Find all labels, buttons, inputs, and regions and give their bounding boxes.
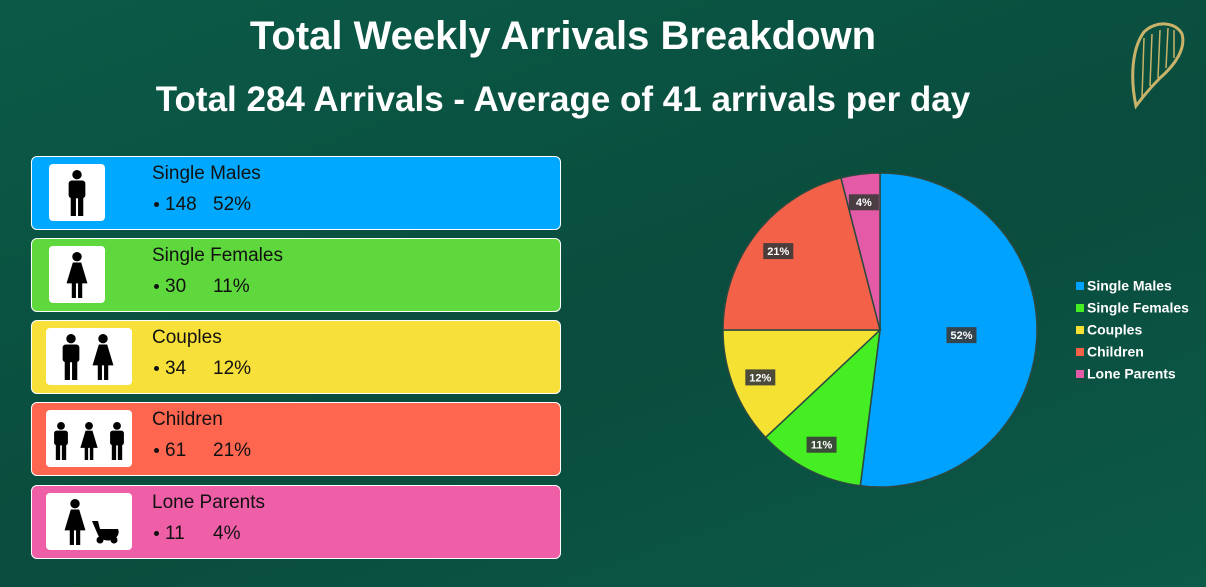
legend-label: Single Females <box>1087 300 1189 316</box>
data-label-box <box>745 369 776 386</box>
card-percent: 4% <box>213 523 241 544</box>
legend-label: Couples <box>1087 322 1142 338</box>
pie-slice <box>764 328 882 487</box>
card-stats: 148 52% <box>154 194 251 216</box>
card-stats: 30 11% <box>154 276 250 298</box>
card-couples: Couples 34 12% <box>31 320 561 394</box>
icon <box>49 246 105 303</box>
data-label: 52% <box>950 330 972 342</box>
card-label: Children <box>152 409 223 430</box>
card-label: Couples <box>152 327 222 348</box>
legend-swatch <box>1076 348 1084 356</box>
legend-label: Lone Parents <box>1087 366 1176 382</box>
card-count: 61 <box>165 440 187 461</box>
card-label: Single Females <box>152 245 283 266</box>
legend-swatch <box>1076 304 1084 312</box>
data-label-box <box>946 327 977 344</box>
harp-logo <box>1131 22 1185 110</box>
legend-swatch <box>1076 370 1084 378</box>
legend-swatch <box>1076 326 1084 334</box>
icon <box>46 410 132 467</box>
data-label: 21% <box>767 246 789 258</box>
card-count: 148 <box>165 194 197 215</box>
card-single-males: Single Males 148 52% <box>31 156 561 230</box>
legend-label: Children <box>1087 344 1144 360</box>
card-percent: 11% <box>213 276 250 297</box>
card-percent: 52% <box>213 194 252 215</box>
legend-swatch <box>1076 282 1084 290</box>
subtitle: Total 284 Arrivals - Average of 41 arriv… <box>155 80 971 119</box>
card-stats: 61 21% <box>154 440 251 462</box>
card-label: Lone Parents <box>152 492 266 513</box>
pie-slice <box>840 172 881 331</box>
card-label: Single Males <box>152 163 261 184</box>
card-count: 11 <box>165 523 185 544</box>
legend-label: Single Males <box>1087 278 1172 294</box>
data-label-box <box>806 436 837 453</box>
card-count: 34 <box>165 358 187 379</box>
data-label: 12% <box>749 372 771 384</box>
card-lone-parents: Lone Parents 11 4% <box>31 485 561 559</box>
title: Total Weekly Arrivals Breakdown <box>249 14 877 58</box>
data-label: 11% <box>811 440 833 452</box>
data-label: 4% <box>856 197 872 209</box>
pie-slice <box>722 177 881 331</box>
card-stats: 11 4% <box>154 523 240 545</box>
card-single-females: Single Females 30 11% <box>31 238 561 312</box>
card-stats: 34 12% <box>154 358 251 380</box>
icon <box>49 164 105 221</box>
icon <box>46 328 132 385</box>
data-label-box <box>848 194 879 211</box>
data-label-box <box>763 243 794 260</box>
card-children: Children 61 21% <box>31 402 561 476</box>
card-percent: 12% <box>213 358 252 379</box>
pie-slice <box>722 329 882 439</box>
icon <box>46 493 132 550</box>
card-percent: 21% <box>213 440 252 461</box>
card-count: 30 <box>165 276 187 297</box>
